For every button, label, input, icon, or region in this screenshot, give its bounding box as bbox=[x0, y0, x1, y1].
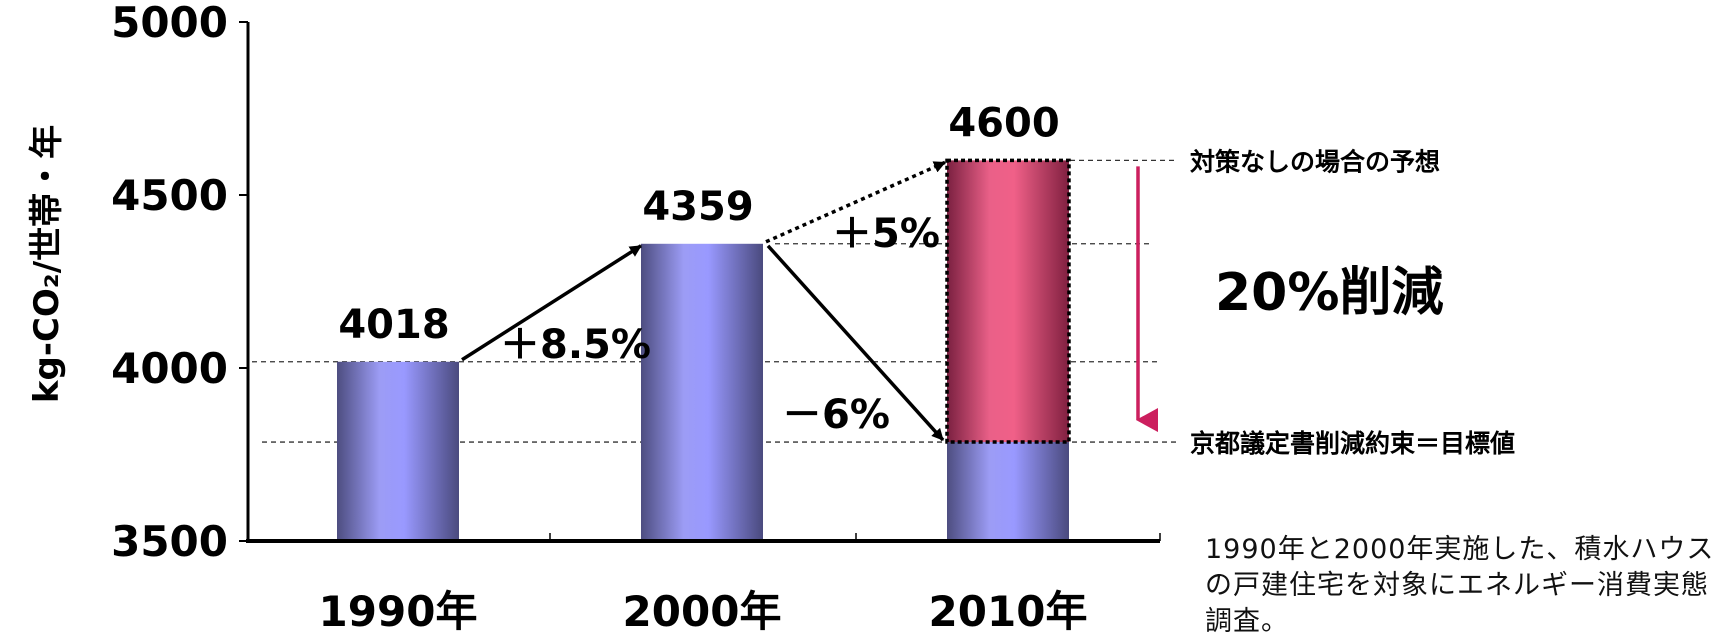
bar-layer bbox=[337, 158, 1071, 541]
forecast-arrow bbox=[765, 160, 946, 244]
bar-forecast bbox=[947, 160, 1069, 443]
y-tick-label: 3500 bbox=[111, 517, 228, 566]
bar bbox=[641, 243, 763, 541]
x-tick-label: 1990年 bbox=[319, 587, 478, 636]
x-tick-label: 2000年 bbox=[623, 587, 782, 636]
decrease-arrow bbox=[766, 244, 945, 442]
bar bbox=[947, 442, 1069, 541]
percent-label-forecast: ＋5% bbox=[832, 211, 940, 257]
reference-line-label: 対策なしの場合の予想 bbox=[1190, 147, 1440, 176]
reference-line-label: 京都議定書削減約束＝目標値 bbox=[1190, 429, 1515, 458]
bar bbox=[337, 361, 459, 541]
y-axis-title: kg-CO₂/世帯・年 bbox=[27, 125, 67, 403]
y-tick-label: 4000 bbox=[111, 344, 228, 393]
y-tick-label: 4500 bbox=[111, 171, 228, 220]
percent-label-decrease: －6% bbox=[782, 392, 890, 438]
forecast-outline bbox=[945, 158, 1071, 444]
data-label: 4600 bbox=[948, 100, 1059, 146]
arrow-layer bbox=[461, 160, 1158, 442]
increase-arrow bbox=[461, 244, 642, 362]
reduction-label: 20%削減 bbox=[1215, 263, 1443, 323]
axis-layer: 3500 4000 4500 5000 bbox=[111, 0, 1161, 566]
data-label: 4359 bbox=[642, 184, 753, 230]
footnote: 1990年と2000年実施した、積水ハウスの戸建住宅を対象にエネルギー消費実態調… bbox=[1205, 534, 1715, 637]
data-label: 4018 bbox=[338, 302, 449, 348]
x-tick-label: 2010年 bbox=[929, 587, 1088, 636]
percent-label-increase: ＋8.5% bbox=[500, 322, 651, 368]
y-tick-label: 5000 bbox=[111, 0, 228, 47]
